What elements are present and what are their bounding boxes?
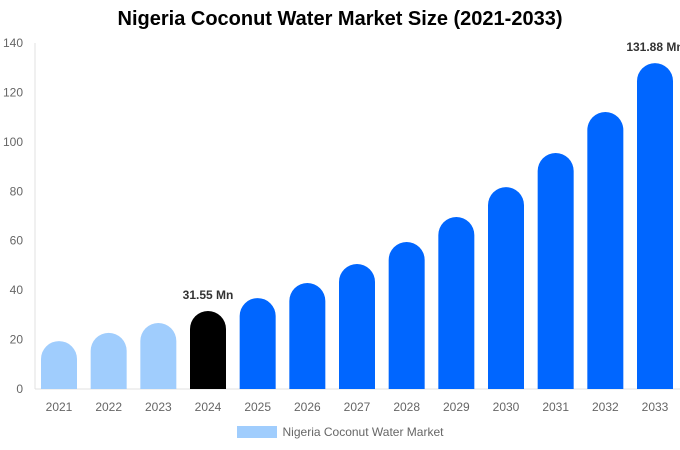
y-tick-label: 120 [3,85,23,99]
legend-swatch [236,426,277,438]
y-tick-label: 140 [3,36,23,50]
data-label: 131.88 Mn [626,40,680,54]
y-tick-label: 60 [10,234,24,248]
x-tick-label: 2032 [592,400,619,414]
x-tick-label: 2030 [493,400,520,414]
x-tick-label: 2024 [195,400,222,414]
x-tick-label: 2025 [244,400,271,414]
x-tick-label: 2028 [393,400,420,414]
bar-2028 [388,241,425,389]
x-tick-label: 2033 [642,400,669,414]
y-tick-label: 0 [16,382,23,396]
bar-2026 [289,282,326,389]
bar-2024 [190,311,226,389]
y-tick-label: 40 [10,283,24,297]
chart-title: Nigeria Coconut Water Market Size (2021-… [117,8,563,30]
x-tick-label: 2023 [145,400,172,414]
y-tick-label: 20 [10,333,24,347]
bar-2023 [140,323,177,389]
bar-2030 [488,187,524,389]
legend-label: Nigeria Coconut Water Market [282,425,444,439]
bar-2029 [438,216,475,389]
data-label: 31.55 Mn [183,288,234,302]
bar-2031 [537,152,574,389]
bar-2032 [587,111,624,390]
bar-2021 [41,341,77,389]
legend[interactable]: Nigeria Coconut Water Market [0,425,680,439]
bar-2025 [239,298,276,389]
bar-2027 [339,263,375,389]
x-tick-label: 2021 [46,400,73,414]
x-tick-label: 2031 [542,400,569,414]
x-tick-label: 2026 [294,400,321,414]
x-tick-label: 2029 [443,400,470,414]
x-tick-label: 2022 [95,400,122,414]
y-tick-label: 80 [10,184,24,198]
x-tick-label: 2027 [344,400,371,414]
bar-2033 [637,63,673,390]
bar-2022 [90,332,127,389]
y-tick-label: 100 [3,135,23,149]
